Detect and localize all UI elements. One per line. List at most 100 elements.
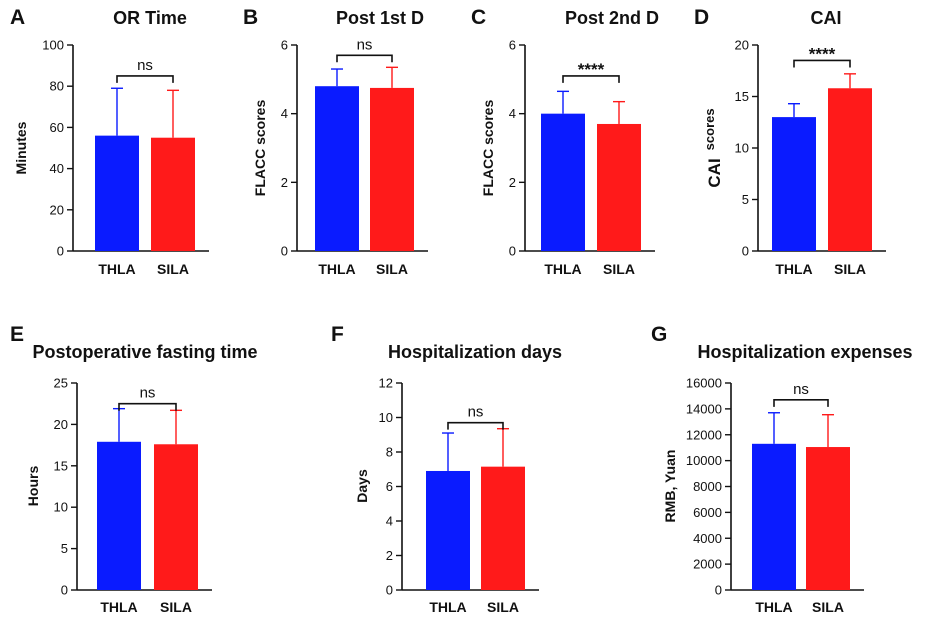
y-tick-label: 10 xyxy=(735,141,749,156)
x-category-label: SILA xyxy=(376,261,408,277)
panel-title: Post 2nd D xyxy=(565,8,659,28)
y-tick-label: 2 xyxy=(281,175,288,190)
x-category-label: THLA xyxy=(775,261,812,277)
bar-thla xyxy=(541,113,585,252)
y-tick-label: 20 xyxy=(50,202,64,217)
panel-letter: A xyxy=(10,6,25,29)
bar-thla xyxy=(95,135,139,251)
y-axis-label: Hours xyxy=(25,466,41,507)
y-tick-label: 5 xyxy=(742,192,749,207)
y-tick-label: 4 xyxy=(386,514,393,529)
y-tick-label: 16000 xyxy=(686,376,722,391)
y-axis-label: Minutes xyxy=(13,121,29,174)
significance-bracket xyxy=(118,402,177,411)
panel-letter: E xyxy=(10,323,24,346)
panel-e: E Postoperative fasting time 0 5 10 15 20 25 Hou… xyxy=(10,323,258,615)
x-category-label: SILA xyxy=(160,599,192,615)
x-category-label: THLA xyxy=(318,261,355,277)
y-axis-label: FLACC scores xyxy=(480,100,496,197)
panel-title: Post 1st D xyxy=(336,8,424,28)
significance-label: **** xyxy=(578,60,605,79)
bar-thla xyxy=(315,86,359,251)
bar-sila xyxy=(151,137,195,251)
y-tick-label: 0 xyxy=(509,244,516,259)
bar-thla xyxy=(97,441,141,590)
y-tick-label: 4000 xyxy=(693,531,722,546)
y-tick-label: 2 xyxy=(509,175,516,190)
y-tick-label: 100 xyxy=(42,38,64,53)
bar-sila xyxy=(828,88,872,251)
panel-a: A OR Time 0 20 40 60 80 100 Minutes THLA SILA ns xyxy=(10,6,209,277)
significance-bracket xyxy=(116,75,174,83)
panel-d: D CAI 0 5 10 15 20 CAI scores THLA SILA **** xyxy=(694,6,886,277)
y-tick-label: 8 xyxy=(386,445,393,460)
x-category-label: SILA xyxy=(157,261,189,277)
bar-sila xyxy=(370,87,414,252)
y-tick-label: 0 xyxy=(742,244,749,259)
panel-title: Postoperative fasting time xyxy=(32,342,257,362)
panel-letter: F xyxy=(331,323,344,346)
y-tick-label: 0 xyxy=(281,244,288,259)
x-category-label: SILA xyxy=(812,599,844,615)
panel-b: B Post 1st D 0 2 4 6 FLACC scores THLA SILA ns xyxy=(243,6,428,277)
y-tick-label: 25 xyxy=(54,376,68,391)
y-axis-label-part: CAI xyxy=(705,158,724,187)
significance-label: **** xyxy=(809,44,836,63)
panel-letter: B xyxy=(243,6,258,29)
significance-bracket xyxy=(336,54,393,63)
y-tick-label: 15 xyxy=(54,458,68,473)
panel-letter: C xyxy=(471,6,486,29)
y-tick-label: 12 xyxy=(379,376,393,391)
bar-thla xyxy=(426,470,470,590)
x-category-label: THLA xyxy=(98,261,135,277)
bar-sila xyxy=(481,466,525,590)
y-tick-label: 80 xyxy=(50,79,64,94)
y-axis-label: FLACC scores xyxy=(252,100,268,197)
x-category-label: THLA xyxy=(429,599,466,615)
panel-title: CAI xyxy=(811,8,842,28)
y-tick-label: 60 xyxy=(50,120,64,135)
significance-label: ns xyxy=(357,36,373,53)
x-category-label: THLA xyxy=(544,261,581,277)
y-tick-label: 0 xyxy=(61,583,68,598)
significance-bracket xyxy=(773,399,829,407)
significance-label: ns xyxy=(793,381,809,398)
bar-thla xyxy=(752,443,796,590)
y-tick-label: 20 xyxy=(735,38,749,53)
y-tick-label: 10000 xyxy=(686,453,722,468)
panel-g: G Hospitalization expenses 0 2000 4000 6000 80… xyxy=(651,323,913,615)
y-axis-label: CAI scores xyxy=(702,108,724,187)
y-tick-label: 6 xyxy=(386,479,393,494)
x-category-label: SILA xyxy=(834,261,866,277)
y-tick-label: 2000 xyxy=(693,557,722,572)
y-axis-label: RMB, Yuan xyxy=(662,450,678,523)
y-tick-label: 0 xyxy=(386,583,393,598)
y-tick-label: 6000 xyxy=(693,505,722,520)
panel-letter: G xyxy=(651,323,667,346)
y-tick-label: 5 xyxy=(61,541,68,556)
y-tick-label: 10 xyxy=(379,410,393,425)
significance-bracket xyxy=(562,75,620,83)
significance-label: ns xyxy=(140,385,156,402)
panel-f: F Hospitalization days 0 2 4 6 8 10 12 Days THLA SI… xyxy=(331,323,562,615)
y-tick-label: 0 xyxy=(715,583,722,598)
bar-sila xyxy=(597,123,641,251)
y-tick-label: 4 xyxy=(509,106,516,121)
y-tick-label: 0 xyxy=(57,244,64,259)
y-tick-label: 10 xyxy=(54,500,68,515)
y-tick-label: 6 xyxy=(509,38,516,53)
significance-bracket xyxy=(793,59,851,68)
y-tick-label: 8000 xyxy=(693,479,722,494)
bar-sila xyxy=(806,447,850,590)
bar-thla xyxy=(772,117,816,251)
y-tick-label: 14000 xyxy=(686,401,722,416)
x-category-label: THLA xyxy=(100,599,137,615)
panel-c: C Post 2nd D 0 2 4 6 FLACC scores THLA SILA **** xyxy=(471,6,659,277)
significance-label: ns xyxy=(468,404,484,421)
significance-bracket xyxy=(447,421,504,430)
y-tick-label: 2 xyxy=(386,548,393,563)
y-tick-label: 40 xyxy=(50,161,64,176)
significance-label: ns xyxy=(137,57,153,74)
y-axis-label: Days xyxy=(354,469,370,503)
